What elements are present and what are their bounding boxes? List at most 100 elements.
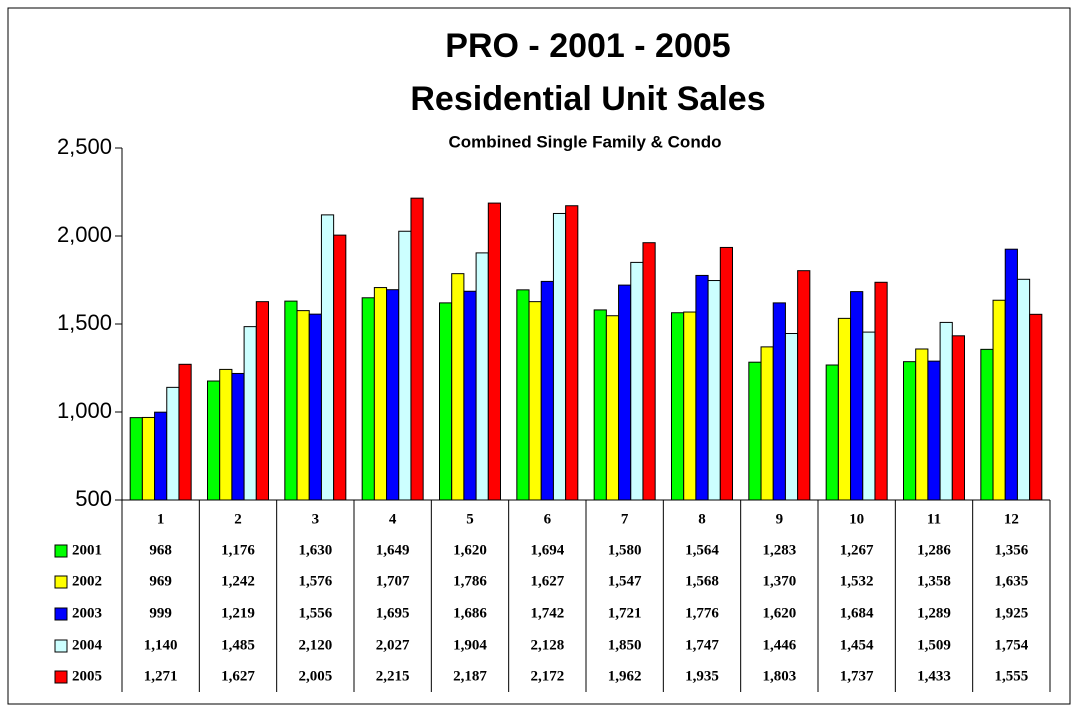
bar xyxy=(284,300,298,501)
data-label: 2,187 xyxy=(453,668,487,684)
bar xyxy=(927,360,941,501)
data-label: 1,532 xyxy=(840,573,874,589)
legend-swatch xyxy=(54,575,68,589)
data-label: 2,027 xyxy=(376,637,410,653)
x-tick-label: 6 xyxy=(544,511,552,527)
bar xyxy=(528,301,542,501)
bar xyxy=(642,242,656,501)
data-label: 1,776 xyxy=(685,605,719,621)
data-label: 1,803 xyxy=(762,668,796,684)
x-tick-label: 5 xyxy=(466,511,474,527)
x-tick-label: 12 xyxy=(1004,511,1019,527)
bar xyxy=(439,302,453,501)
x-tick-label: 7 xyxy=(621,511,629,527)
y-tick-label: 2,000 xyxy=(57,222,112,247)
y-tick-label: 1,500 xyxy=(57,310,112,335)
x-tick-label: 2 xyxy=(234,511,242,527)
data-label: 1,737 xyxy=(840,668,874,684)
bar xyxy=(451,273,465,501)
legend-label: 2003 xyxy=(72,605,102,621)
bar xyxy=(748,361,762,501)
bar xyxy=(707,280,721,501)
data-label: 1,556 xyxy=(298,605,332,621)
bar xyxy=(255,301,269,501)
bar xyxy=(874,281,888,501)
data-label: 1,140 xyxy=(144,637,178,653)
data-label: 2,215 xyxy=(376,668,410,684)
data-label: 1,568 xyxy=(685,573,719,589)
chart-annotation: Combined Single Family & Condo xyxy=(449,132,722,151)
bar xyxy=(951,335,965,501)
bar xyxy=(593,309,607,501)
bar xyxy=(207,380,221,501)
data-label: 1,176 xyxy=(221,542,255,558)
data-label: 1,580 xyxy=(608,542,642,558)
bar xyxy=(837,317,852,501)
data-label: 1,358 xyxy=(917,573,951,589)
bar xyxy=(784,333,799,501)
data-label: 1,219 xyxy=(221,605,255,621)
bar xyxy=(915,348,929,501)
x-tick-label: 8 xyxy=(698,511,706,527)
data-label: 1,627 xyxy=(530,573,564,589)
data-label: 1,630 xyxy=(298,542,332,558)
bar xyxy=(129,417,143,501)
data-label: 2,172 xyxy=(530,668,564,684)
chart-title: PRO - 2001 - 2005 xyxy=(445,27,730,65)
data-label: 1,454 xyxy=(840,637,874,653)
data-label: 2,120 xyxy=(298,637,332,653)
bar xyxy=(565,205,579,501)
data-label: 1,564 xyxy=(685,542,719,558)
data-label: 1,786 xyxy=(453,573,487,589)
bar xyxy=(605,315,620,501)
data-label: 1,509 xyxy=(917,637,951,653)
bar xyxy=(333,234,347,501)
legend-swatch xyxy=(54,544,68,558)
bar xyxy=(516,289,530,501)
data-label: 1,747 xyxy=(685,637,719,653)
bar xyxy=(231,372,245,501)
data-label: 1,695 xyxy=(376,605,410,621)
bar xyxy=(154,411,168,501)
data-label: 1,267 xyxy=(840,542,874,558)
bar xyxy=(308,313,322,501)
data-label: 1,904 xyxy=(453,637,487,653)
data-label: 1,742 xyxy=(530,605,564,621)
legend-swatch xyxy=(54,670,68,684)
data-label: 1,707 xyxy=(376,573,410,589)
x-tick-label: 3 xyxy=(312,511,320,527)
bar xyxy=(903,361,917,501)
bar xyxy=(410,197,424,501)
bar xyxy=(373,287,388,501)
data-label: 1,686 xyxy=(453,605,487,621)
legend-label: 2002 xyxy=(72,573,102,589)
bar xyxy=(552,212,567,501)
bar xyxy=(141,416,156,501)
data-label: 1,286 xyxy=(917,542,951,558)
x-tick-label: 4 xyxy=(389,511,397,527)
data-label: 1,576 xyxy=(298,573,332,589)
bar xyxy=(850,291,864,501)
bar xyxy=(475,252,489,501)
bar xyxy=(463,290,477,501)
data-label: 1,684 xyxy=(840,605,874,621)
data-label: 1,242 xyxy=(221,573,255,589)
x-tick-label: 11 xyxy=(927,511,941,527)
bar xyxy=(683,311,697,501)
bar xyxy=(862,331,876,501)
data-label: 1,627 xyxy=(221,668,255,684)
bar xyxy=(487,202,501,501)
bar xyxy=(618,284,632,501)
data-label: 1,620 xyxy=(762,605,796,621)
legend-swatch xyxy=(54,639,68,653)
bar xyxy=(772,302,786,501)
data-label: 999 xyxy=(149,605,172,621)
legend-label: 2001 xyxy=(72,542,102,558)
bar xyxy=(797,270,811,501)
bar xyxy=(719,246,733,501)
data-label: 1,370 xyxy=(762,573,796,589)
chart-subtitle: Residential Unit Sales xyxy=(410,80,765,118)
bar xyxy=(219,368,233,501)
y-tick-label: 1,000 xyxy=(57,398,112,423)
